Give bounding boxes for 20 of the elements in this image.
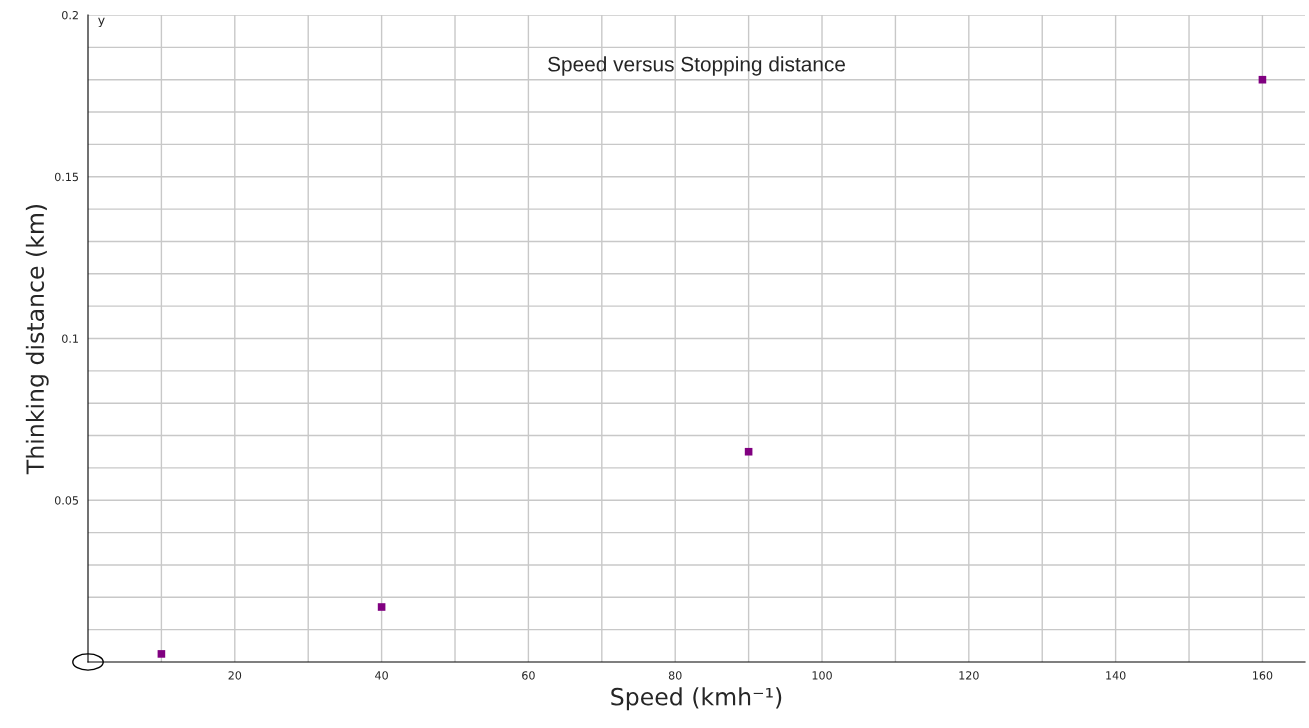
x-tick-label: 140 — [1106, 671, 1126, 680]
x-tick-label: 160 — [1253, 671, 1273, 680]
y-tick-label: 0.2 — [62, 10, 78, 20]
x-tick-label: 100 — [812, 671, 832, 680]
y-axis-title: Thinking distance (km) — [25, 204, 49, 475]
y-tick-label: 0.15 — [54, 172, 78, 182]
point — [744, 447, 753, 456]
annotation: y — [98, 17, 105, 28]
x-tick-label: 60 — [522, 671, 535, 680]
y-tick-label: 0.05 — [54, 496, 78, 505]
x-axis-title: Speed (kmh⁻¹) — [611, 687, 782, 711]
text: Speed versus Stopping distance — [548, 56, 845, 76]
x-tick-label: 120 — [959, 671, 979, 680]
point — [1258, 75, 1267, 84]
x-tick-label: 80 — [668, 671, 682, 680]
point — [157, 650, 166, 658]
y-tick-label: 0.1 — [62, 334, 78, 343]
x-tick-label: 40 — [375, 671, 388, 680]
x-tick-label: 20 — [228, 671, 242, 680]
point — [377, 603, 386, 611]
